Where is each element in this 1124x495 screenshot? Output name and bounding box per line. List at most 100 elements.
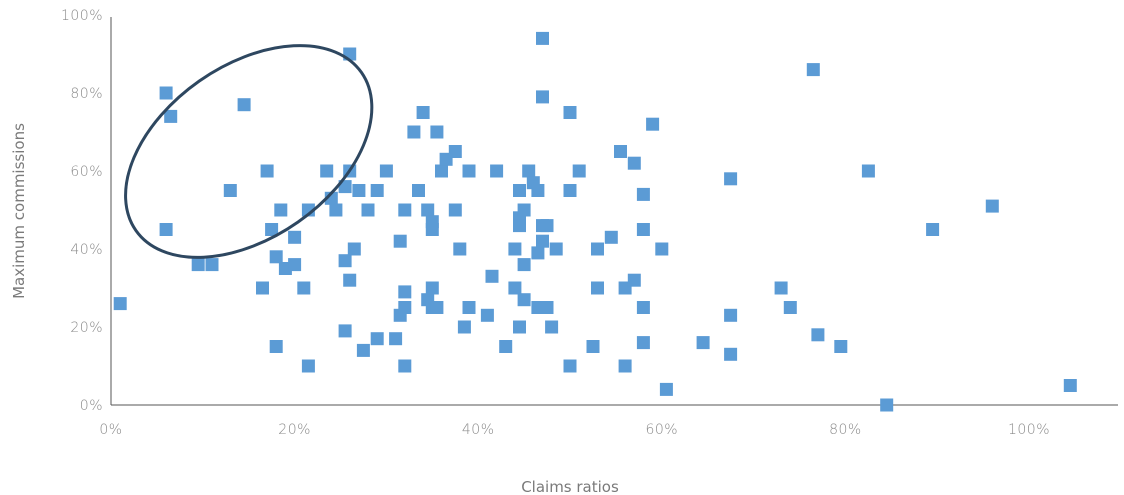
data-point <box>269 340 283 353</box>
data-point <box>774 281 788 295</box>
data-point <box>724 172 738 186</box>
axes <box>110 17 1118 406</box>
data-point <box>462 301 476 314</box>
data-point <box>379 164 393 178</box>
data-point <box>453 242 467 256</box>
data-point <box>435 164 448 178</box>
data-point <box>536 31 549 45</box>
data-point <box>265 223 279 236</box>
y-tick-label: 40% <box>70 242 103 258</box>
data-point <box>572 164 586 178</box>
data-point <box>361 203 375 217</box>
data-point <box>288 258 302 272</box>
data-point <box>627 273 641 287</box>
data-point <box>370 332 384 346</box>
y-tick-label: 100% <box>61 8 103 24</box>
data-point <box>301 359 315 373</box>
data-point <box>338 254 352 268</box>
data-point <box>164 109 178 123</box>
data-point <box>205 258 219 272</box>
data-point <box>627 156 641 170</box>
data-point <box>636 223 650 236</box>
data-point <box>618 359 632 373</box>
highlight-ellipse <box>124 44 374 259</box>
y-tick-label: 80% <box>70 86 103 102</box>
data-point <box>191 258 205 272</box>
data-point <box>269 250 283 264</box>
data-point <box>540 301 554 314</box>
data-point <box>223 184 237 197</box>
x-tick-labels: 0% 20% 40% 60% 80% 100% <box>99 422 1050 438</box>
data-point <box>430 125 444 139</box>
data-point <box>398 359 412 373</box>
data-point <box>499 340 513 353</box>
data-point <box>783 301 797 314</box>
y-tick-label: 20% <box>70 320 103 336</box>
data-point <box>604 230 618 244</box>
data-point <box>1063 379 1077 392</box>
y-tick-labels: 0% 20% 40% 60% 80% 100% <box>61 8 103 414</box>
x-tick-label: 0% <box>99 422 122 438</box>
data-point <box>563 106 577 119</box>
data-point <box>659 382 673 396</box>
data-point <box>274 203 288 217</box>
data-point <box>389 332 403 346</box>
data-point <box>329 203 343 217</box>
data-point <box>159 86 173 100</box>
data-point <box>513 184 526 197</box>
data-point <box>811 328 825 342</box>
data-point <box>480 308 494 322</box>
data-point <box>724 347 738 361</box>
data-point <box>407 125 421 139</box>
data-point <box>591 242 604 256</box>
y-tick-label: 60% <box>70 164 103 180</box>
data-point <box>522 164 536 178</box>
data-point <box>425 223 439 236</box>
data-point <box>563 359 577 373</box>
x-tick-label: 60% <box>645 422 678 438</box>
x-tick-label: 20% <box>278 422 311 438</box>
data-point <box>448 145 462 158</box>
data-point <box>536 90 549 104</box>
data-point <box>398 203 412 217</box>
data-point <box>591 281 604 295</box>
data-point <box>549 242 563 256</box>
data-point <box>724 308 738 322</box>
y-axis-title: Maximum commissions <box>10 123 28 299</box>
data-point <box>586 340 600 353</box>
data-point <box>260 164 274 178</box>
data-point <box>462 164 476 178</box>
data-point <box>320 164 334 178</box>
data-point <box>806 63 820 77</box>
data-point <box>540 219 554 233</box>
data-point <box>421 203 435 217</box>
data-point <box>338 324 352 338</box>
data-point <box>159 223 173 236</box>
data-point <box>352 184 366 197</box>
data-point <box>545 320 559 334</box>
data-point <box>416 106 430 119</box>
x-tick-label: 100% <box>1008 422 1050 438</box>
data-point <box>614 145 627 158</box>
data-point <box>636 336 650 350</box>
data-point <box>926 223 940 236</box>
data-point <box>448 203 462 217</box>
data-point <box>517 203 531 217</box>
data-point <box>356 343 370 357</box>
data-point <box>536 234 549 248</box>
data-point <box>636 301 650 314</box>
data-point <box>412 184 425 197</box>
data-point <box>398 285 412 299</box>
data-point <box>531 184 545 197</box>
data-point <box>425 281 439 295</box>
data-point <box>430 301 444 314</box>
data-point <box>457 320 471 334</box>
data-point <box>696 336 710 350</box>
data-point <box>517 293 531 307</box>
data-point <box>834 340 848 353</box>
data-point <box>237 98 251 112</box>
data-point <box>485 269 499 283</box>
data-point <box>398 301 412 314</box>
y-tick-label: 0% <box>80 398 103 414</box>
